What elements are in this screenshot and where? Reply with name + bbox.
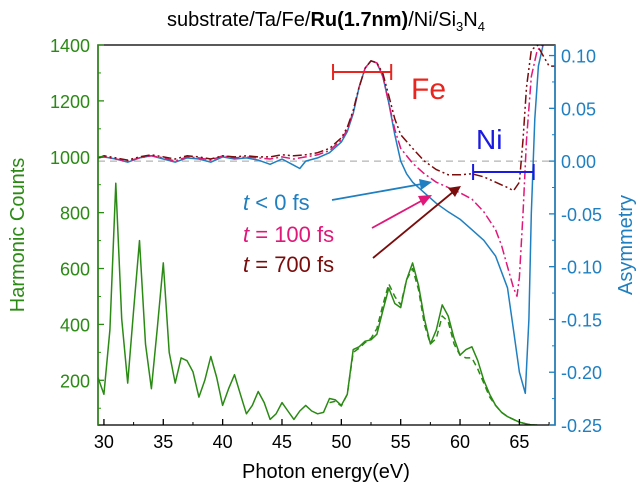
fe-label: Fe (411, 73, 446, 106)
ni-annotation: Ni (472, 124, 535, 180)
legend: t < 0 fs t = 100 fs t = 700 fs (243, 179, 461, 277)
left-tick-label: 400 (60, 315, 90, 335)
series-harmonic-counts-dashed (329, 267, 538, 425)
right-tick-label: 0.10 (561, 47, 596, 67)
left-tick-label: 1000 (50, 148, 90, 168)
right-axis-label: Asymmetry (615, 195, 637, 295)
x-axis-label: Photon energy(eV) (242, 461, 410, 483)
x-tick-label: 60 (450, 432, 470, 452)
x-tick-label: 45 (272, 432, 292, 452)
series-harmonic-counts (98, 182, 538, 425)
left-tick-label: 600 (60, 260, 90, 280)
right-tick-label: -0.25 (561, 416, 602, 436)
left-tick-label: 800 (60, 204, 90, 224)
series-asymmetry-t-neg (98, 45, 544, 395)
fe-annotation: Fe (332, 64, 446, 106)
right-tick-label: 0.00 (561, 152, 596, 172)
right-tick-label: 0.05 (561, 99, 596, 119)
legend-entry-t-700: t = 700 fs (243, 252, 334, 277)
x-tick-label: 50 (331, 432, 351, 452)
x-tick-label: 55 (391, 432, 411, 452)
right-tick-label: -0.05 (561, 205, 602, 225)
x-tick-label: 65 (509, 432, 529, 452)
legend-entry-t-100: t = 100 fs (243, 222, 334, 247)
legend-arrow-t-700 (372, 191, 454, 259)
legend-arrow-t-100 (371, 199, 424, 229)
series-asymmetry-t-700 (98, 45, 555, 192)
legend-entry-t-neg: t < 0 fs (243, 190, 310, 215)
left-tick-label: 1400 (50, 36, 90, 56)
legend-arrowhead-t-700 (448, 186, 461, 197)
ni-label: Ni (476, 124, 502, 155)
left-tick-label: 200 (60, 371, 90, 391)
legend-arrow-t-neg (331, 183, 423, 201)
x-tick-label: 40 (213, 432, 233, 452)
legend-arrowhead-t-100 (418, 195, 432, 206)
right-tick-label: -0.15 (561, 310, 602, 330)
left-tick-label: 1200 (50, 92, 90, 112)
right-tick-label: -0.10 (561, 258, 602, 278)
x-tick-label: 35 (153, 432, 173, 452)
right-tick-label: -0.20 (561, 363, 602, 383)
chart-title: substrate/Ta/Fe/Ru(1.7nm)/Ni/Si3N4 (167, 9, 485, 34)
legend-arrowhead-t-neg (419, 179, 432, 190)
x-tick-label: 30 (94, 432, 114, 452)
left-axis-label: Harmonic Counts (7, 158, 29, 313)
